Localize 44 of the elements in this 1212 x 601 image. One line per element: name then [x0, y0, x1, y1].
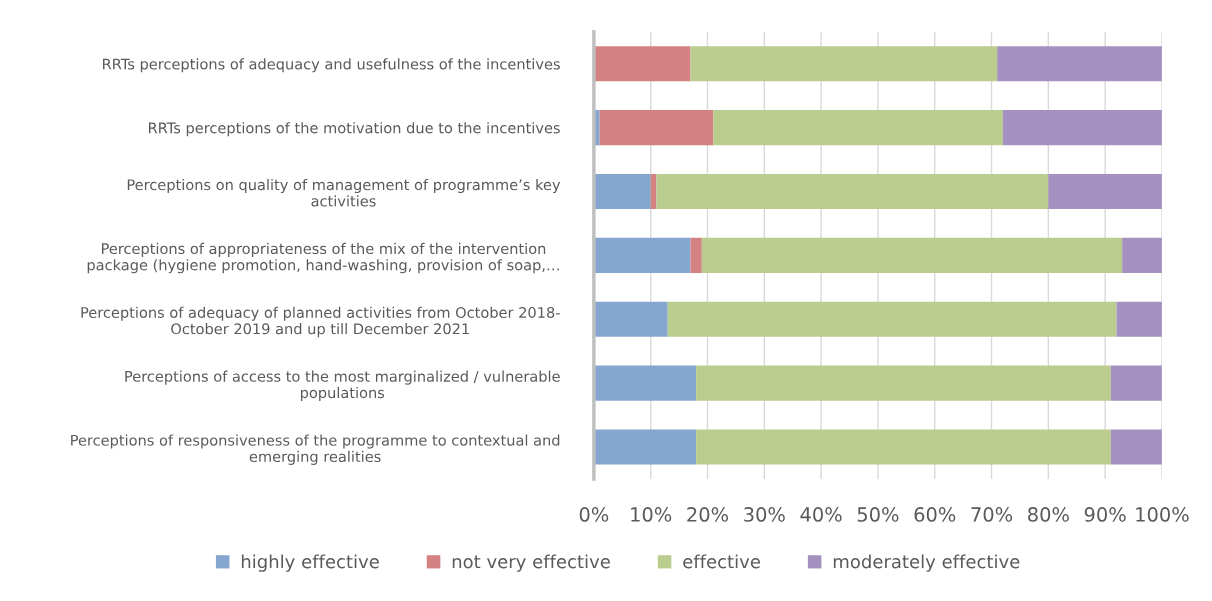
y-tick-label: Perceptions of responsiveness of the programme to contextual and emerging realities — [71, 434, 560, 465]
y-tick-label: RRTs perceptions of the motivation due to the incentives — [148, 122, 560, 137]
bar — [1048, 173, 1162, 210]
x-tick-label: 70% — [971, 507, 1013, 522]
bar — [593, 237, 691, 273]
bar — [1116, 301, 1162, 337]
x-tick-label: 40% — [800, 507, 842, 522]
x-tick-label: 100% — [1136, 507, 1189, 522]
bar — [593, 429, 697, 465]
bar — [593, 173, 651, 210]
y-tick-label: RRTs perceptions of adequacy and usefulness of the incentives — [103, 58, 560, 73]
bar — [593, 46, 691, 82]
bar — [701, 237, 1123, 273]
bar — [667, 301, 1117, 337]
bar — [1110, 365, 1162, 401]
x-tick-label: 20% — [687, 507, 729, 522]
x-tick-label: 30% — [744, 507, 785, 522]
bar — [1110, 429, 1162, 465]
legend-label: moderately effective — [833, 554, 1020, 572]
x-tick-label: 0% — [579, 507, 609, 522]
x-tick-label: 60% — [914, 507, 956, 522]
bar — [997, 46, 1162, 82]
bar — [1122, 237, 1162, 273]
y-tick-label: Perceptions of adequacy of planned activities from October 2018- October 2019 and up till December 2021 — [81, 306, 560, 338]
bar — [593, 365, 697, 401]
bar — [599, 110, 714, 146]
x-tick-label: 80% — [1028, 507, 1069, 522]
bar — [696, 365, 1111, 401]
bar — [713, 110, 1003, 146]
bar — [690, 46, 998, 82]
x-tick-label: 90% — [1084, 507, 1126, 522]
bar — [593, 301, 668, 337]
legend-label: effective — [683, 554, 760, 569]
legend-label: not very effective — [452, 554, 610, 572]
y-tick-label: Perceptions of access to the most marginalized / vulnerable populations — [125, 370, 560, 402]
bar — [696, 429, 1111, 465]
bar — [1002, 110, 1162, 146]
y-tick-label: Perceptions on quality of management of programme’s key activities — [127, 178, 561, 207]
x-tick-label: 10% — [631, 507, 672, 522]
legend-label: highly effective — [241, 554, 379, 572]
bar — [656, 173, 1049, 210]
x-tick-label: 50% — [857, 507, 899, 522]
bar — [690, 237, 702, 273]
y-tick-label: Perceptions of appropriateness of the mix of the intervention package (hygiene promotion, hand-washing, provision of soap,… — [87, 242, 559, 274]
